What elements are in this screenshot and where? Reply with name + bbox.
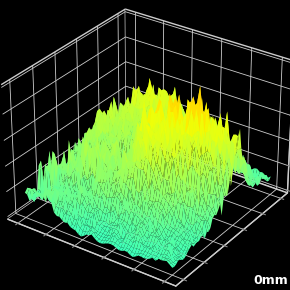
Y-axis label: 0mm: 0mm xyxy=(254,273,289,287)
